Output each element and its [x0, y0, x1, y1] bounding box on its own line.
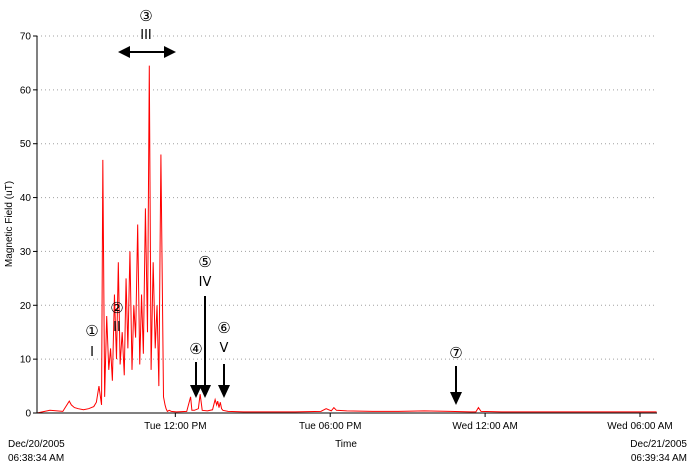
annotation-6-arrowhead	[218, 385, 230, 398]
annotation-5-label: IV	[199, 275, 212, 290]
x-tick-label: Tue 12:00 PM	[144, 421, 206, 432]
annotation-3-label: III	[140, 28, 152, 43]
y-tick-label: 0	[25, 409, 31, 420]
x-start-time: 06:38:34 AM	[8, 453, 64, 464]
y-tick-label: 60	[20, 85, 32, 96]
series-line-magnetic-field	[36, 65, 657, 414]
annotation-4-arrowhead	[190, 385, 202, 398]
x-end-date: Dec/21/2005	[630, 439, 687, 450]
x-tick-label: Wed 06:00 AM	[607, 421, 672, 432]
annotation-7-marker: ⑦	[449, 344, 462, 362]
y-tick-layer: 0 10 20 30 40 50 60 70	[20, 32, 37, 420]
annotation-2-label: II	[113, 320, 121, 335]
x-tick-label: Tue 06:00 PM	[299, 421, 361, 432]
annotation-3-arrowhead-left	[118, 46, 130, 58]
x-axis-label: Time	[335, 439, 357, 450]
x-end-time: 06:39:34 AM	[631, 453, 687, 464]
annotation-6-label: V	[220, 341, 229, 356]
y-tick-label: 20	[20, 301, 32, 312]
annotation-3: ③ III	[118, 7, 176, 58]
y-tick-label: 70	[20, 32, 32, 43]
y-tick-label: 10	[20, 355, 32, 366]
annotation-3-marker: ③	[139, 7, 152, 25]
y-axis-label: Magnetic Field (uT)	[4, 181, 15, 267]
annotation-5: ⑤ IV	[198, 253, 212, 398]
annotation-1: ① I	[85, 322, 98, 360]
annotation-5-arrowhead	[199, 385, 211, 398]
annotation-3-arrowhead-right	[164, 46, 176, 58]
annotation-7-arrowhead	[450, 392, 462, 405]
series-layer	[36, 65, 657, 414]
annotation-6: ⑥ V	[217, 319, 231, 398]
x-start-date: Dec/20/2005	[8, 439, 65, 450]
y-tick-label: 30	[20, 247, 32, 258]
annotation-1-marker: ①	[85, 322, 98, 340]
annotation-5-marker: ⑤	[198, 253, 211, 271]
annotation-1-label: I	[90, 345, 94, 360]
x-tick-label: Wed 12:00 AM	[452, 421, 517, 432]
y-tick-label: 50	[20, 139, 32, 150]
annotation-4-marker: ④	[189, 340, 202, 358]
x-tick-layer: Tue 12:00 PM Tue 06:00 PM Wed 12:00 AM Wed …	[144, 413, 673, 432]
annotation-6-marker: ⑥	[217, 319, 230, 337]
annotation-4: ④	[189, 340, 203, 398]
annotation-7: ⑦	[449, 344, 463, 405]
annotation-2: ② II	[110, 299, 123, 335]
annotation-2-marker: ②	[110, 299, 123, 317]
y-tick-label: 40	[20, 193, 32, 204]
grid-lines	[37, 35, 657, 360]
